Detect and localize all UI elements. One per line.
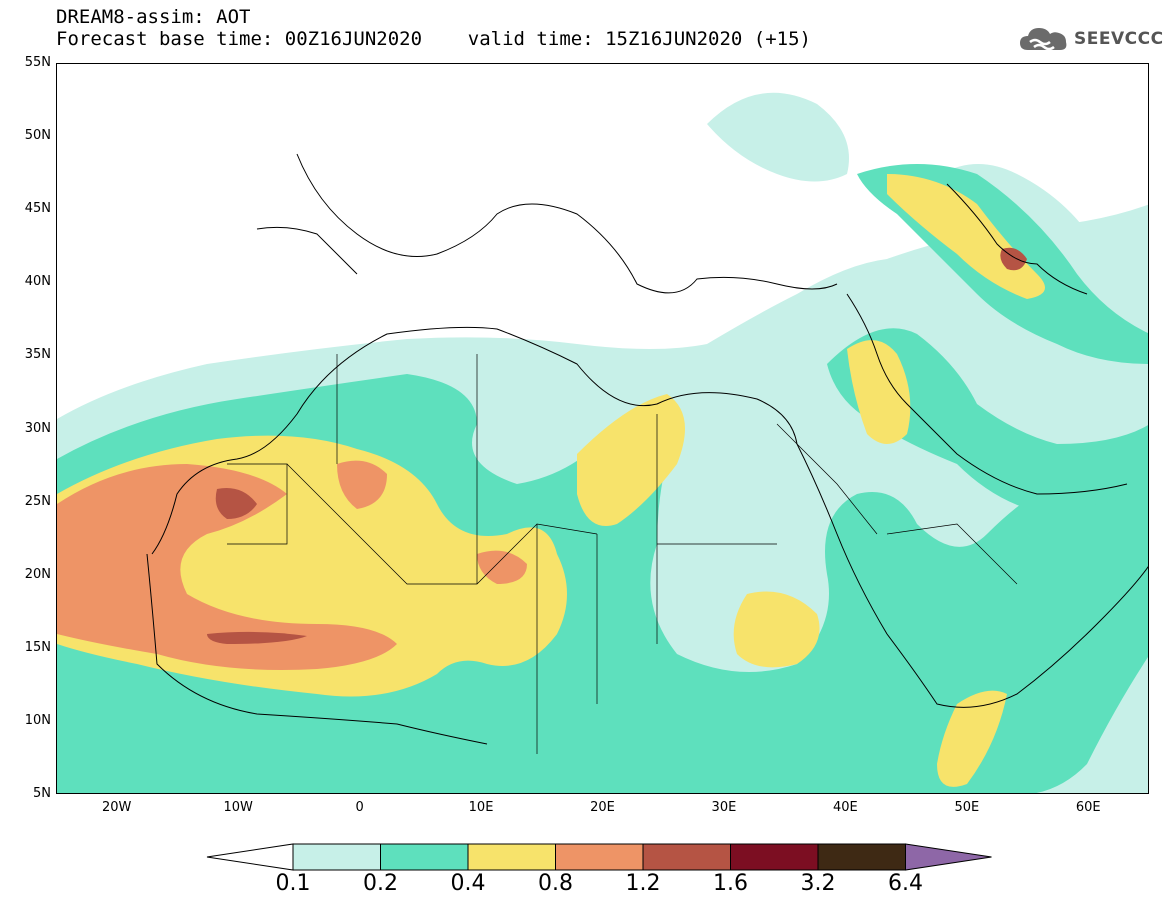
lat-tick-label: 40N: [24, 274, 51, 290]
colorbar-tick-label: 3.2: [800, 871, 836, 896]
aot-level-0.4-somalia: [937, 690, 1007, 787]
map-canvas: [57, 92, 1148, 793]
aot-level-1.2-caspian: [1000, 247, 1027, 271]
coastlines: [146, 153, 1148, 745]
colorbar-tick-label: 0.8: [538, 871, 573, 896]
cloud-icon: [1020, 28, 1067, 51]
lat-tick-label: 5N: [33, 786, 51, 801]
aot-level-0.2-gulf: [827, 328, 1148, 514]
lat-tick-label: 35N: [24, 347, 51, 363]
logo-text: SEEVCCC: [1074, 29, 1164, 49]
colorbar-cell: [642, 843, 731, 871]
lat-tick-label: 25N: [24, 493, 51, 509]
colorbar-cell: [817, 843, 906, 871]
seevccc-logo: SEEVCCC: [1018, 22, 1164, 56]
lon-tick-label: 20W: [102, 800, 132, 815]
aot-level-1.2: [215, 488, 257, 519]
lon-tick-label: 10W: [223, 800, 253, 815]
colorbar-tick-label: 1.2: [625, 871, 661, 896]
lon-tick-label: 0: [355, 800, 364, 815]
lat-tick-label: 20N: [24, 566, 51, 582]
aot-level-0.4-east: [577, 394, 685, 526]
lat-tick-label: 30N: [24, 420, 51, 436]
lat-tick-label: 10N: [24, 712, 51, 728]
aot-level-0.4-caspian: [887, 174, 1045, 299]
aot-colorbar: [206, 843, 992, 871]
lat-tick-label: 15N: [24, 639, 51, 655]
lon-tick-label: 30E: [711, 800, 737, 815]
aot-level-0.8-mauritania: [337, 460, 387, 509]
lon-tick-label: 50E: [954, 800, 980, 815]
lon-tick-label: 60E: [1075, 800, 1101, 815]
lat-tick-label: 50N: [24, 128, 51, 144]
colorbar-cell: [467, 843, 556, 871]
colorbar-tick-label: 6.4: [888, 871, 923, 896]
lat-tick-label: 55N: [24, 55, 51, 70]
lon-tick-label: 20E: [590, 800, 615, 815]
aot-level-0.8-niger: [477, 550, 527, 584]
colorbar-tick-label: 0.4: [450, 871, 486, 896]
aot-level-0.1-north: [707, 92, 849, 182]
aot-level-0.4-iraq: [847, 340, 911, 444]
map-title: DREAM8-assim: AOT: [56, 6, 251, 28]
aot-contours: [57, 92, 1148, 793]
colorbar-tick-label: 0.1: [275, 871, 311, 896]
colorbar-lower-arrow: [206, 843, 294, 871]
lat-tick-label: 45N: [24, 201, 51, 217]
colorbar-cell: [292, 843, 381, 871]
aot-level-0.8: [57, 464, 397, 670]
lon-tick-label: 10E: [468, 800, 494, 815]
aot-level-0.4-arabia: [733, 591, 820, 668]
colorbar-upper-arrow: [905, 843, 992, 871]
colorbar-cell: [555, 843, 644, 871]
lon-tick-label: 40E: [832, 800, 858, 815]
colorbar-cell: [380, 843, 469, 871]
colorbar-cell: [730, 843, 819, 871]
forecast-time-subtitle: Forecast base time: 00Z16JUN2020 valid t…: [56, 28, 811, 50]
country-borders: [227, 354, 1018, 754]
colorbar-tick-label: 0.2: [363, 871, 398, 896]
aot-map: [56, 63, 1149, 794]
aot-level-1.2-mali: [207, 631, 307, 644]
colorbar-tick-label: 1.6: [713, 871, 748, 896]
